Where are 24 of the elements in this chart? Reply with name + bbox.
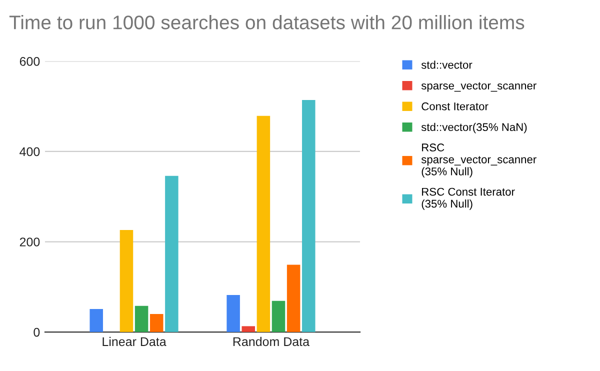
bar: [302, 100, 316, 332]
bar: [165, 176, 178, 332]
x-tick-label: Linear Data: [102, 336, 166, 346]
bar: [286, 264, 300, 332]
y-tick-label: 400: [20, 147, 40, 156]
bar: [242, 326, 256, 332]
y-tick-label: 200: [20, 238, 40, 246]
legend-label: RSC Const Iterator (35% Null): [422, 188, 515, 210]
y-tick-label: 600: [20, 57, 40, 66]
legend-label: Const Iterator: [422, 102, 488, 110]
bar: [134, 306, 148, 332]
legend-label: std::vector(35% NaN): [421, 122, 527, 134]
bar: [150, 314, 164, 332]
bar: [256, 116, 270, 332]
legend-label: RSC sparse_vector_scanner (35% Null): [421, 144, 536, 178]
legend-label: std::vector: [421, 60, 472, 69]
legend-label: sparse_vector_scanner: [421, 82, 536, 92]
chart-title: Time to run 1000 searches on datasets with 20 million items: [9, 15, 524, 30]
bar: [226, 295, 240, 332]
y-tick-label: 0: [34, 328, 40, 337]
bar: [272, 300, 286, 332]
x-tick-label: Random Data: [233, 336, 310, 346]
bar: [120, 230, 134, 332]
bar: [90, 309, 103, 332]
